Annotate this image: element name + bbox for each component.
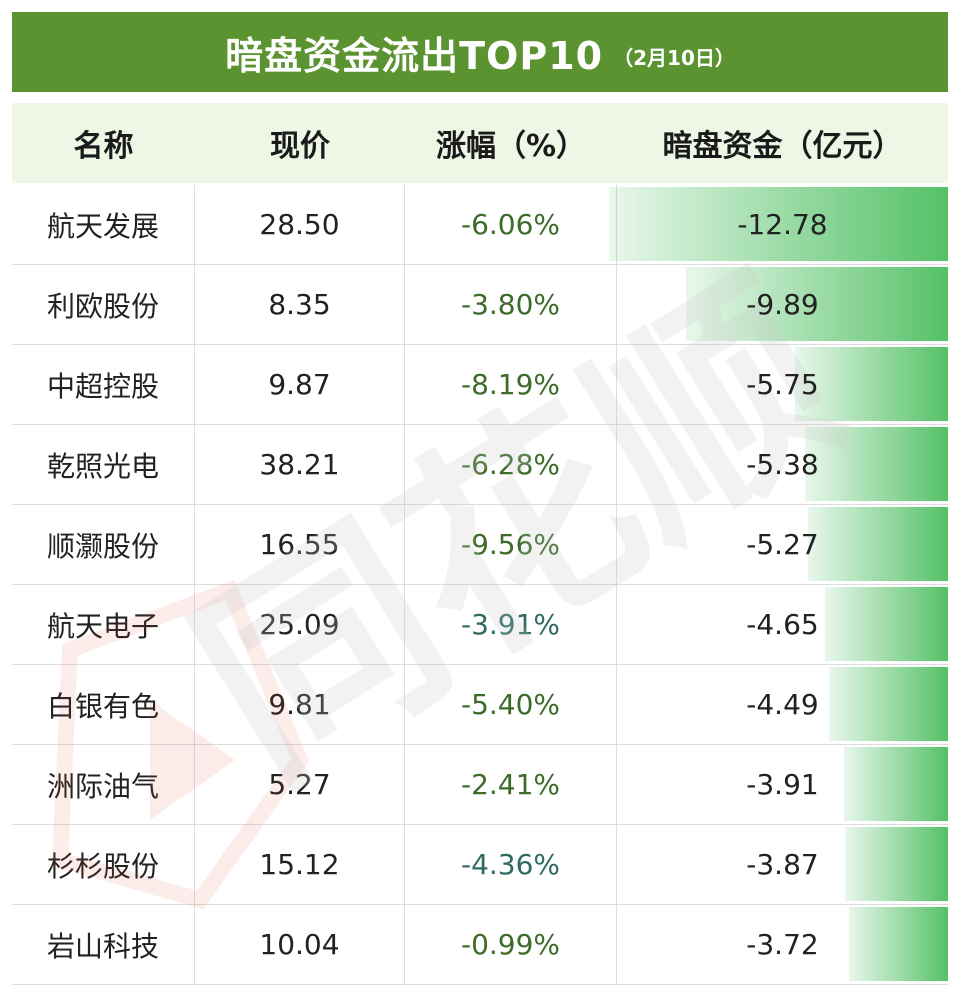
fund-cell: -12.78 [609, 185, 948, 264]
fund-bar [808, 507, 948, 581]
fund-bar [825, 587, 948, 661]
stock-price: 9.87 [195, 345, 405, 424]
fund-bar [609, 187, 948, 261]
fund-cell: -3.87 [617, 825, 948, 904]
fund-bar [844, 747, 948, 821]
stock-price: 25.09 [195, 585, 405, 664]
table-row: 乾照光电 38.21 -6.28% -5.38 [12, 425, 948, 505]
fund-bar [686, 267, 948, 341]
stock-price: 8.35 [195, 265, 405, 344]
fund-value: -5.38 [746, 448, 819, 481]
stock-change: -3.91% [405, 585, 617, 664]
fund-bar [849, 907, 948, 981]
table-row: 航天发展 28.50 -6.06% -12.78 [12, 185, 948, 265]
table-row: 白银有色 9.81 -5.40% -4.49 [12, 665, 948, 745]
fund-value: -4.65 [746, 608, 819, 641]
stock-price: 28.50 [195, 185, 405, 264]
stock-name: 利欧股份 [12, 265, 195, 344]
stock-change: -6.28% [405, 425, 617, 504]
table-row: 岩山科技 10.04 -0.99% -3.72 [12, 905, 948, 985]
stock-price: 16.55 [195, 505, 405, 584]
fund-cell: -5.75 [617, 345, 948, 424]
fund-value: -5.27 [746, 528, 819, 561]
header-price: 现价 [270, 129, 330, 164]
fund-cell: -3.72 [617, 905, 948, 984]
fund-cell: -5.38 [617, 425, 948, 504]
fund-value: -5.75 [746, 368, 819, 401]
fund-cell: -4.49 [617, 665, 948, 744]
table-row: 顺灏股份 16.55 -9.56% -5.27 [12, 505, 948, 585]
fund-bar [795, 347, 948, 421]
stock-change: -0.99% [405, 905, 617, 984]
table-row: 中超控股 9.87 -8.19% -5.75 [12, 345, 948, 425]
header-name: 名称 [73, 129, 134, 164]
stock-change: -3.80% [405, 265, 617, 344]
stock-change: -6.06% [405, 185, 617, 264]
table-body: 航天发展 28.50 -6.06% -12.78 利欧股份 8.35 -3.80% -9.89… [12, 185, 948, 985]
table-row: 利欧股份 8.35 -3.80% -9.89 [12, 265, 948, 345]
stock-price: 10.04 [195, 905, 405, 984]
stock-change: -8.19% [405, 345, 617, 424]
fund-bar [805, 427, 948, 501]
stock-change: -9.56% [405, 505, 617, 584]
table-row: 洲际油气 5.27 -2.41% -3.91 [12, 745, 948, 825]
stock-name: 航天电子 [12, 585, 195, 664]
fund-value: -12.78 [737, 208, 828, 241]
stock-change: -5.40% [405, 665, 617, 744]
fund-value: -3.72 [746, 928, 819, 961]
fund-value: -9.89 [746, 288, 819, 321]
header-fund: 暗盘资金（亿元） [662, 129, 903, 164]
fund-value: -4.49 [746, 688, 819, 721]
chart-date: （2月10日） [613, 45, 735, 70]
stock-price: 9.81 [195, 665, 405, 744]
fund-cell: -5.27 [617, 505, 948, 584]
table-row: 杉杉股份 15.12 -4.36% -3.87 [12, 825, 948, 905]
stock-name: 杉杉股份 [12, 825, 195, 904]
stock-price: 5.27 [195, 745, 405, 824]
stock-name: 白银有色 [12, 665, 195, 744]
fund-bar [845, 827, 948, 901]
header-change: 涨幅（%） [435, 129, 587, 164]
stock-name: 洲际油气 [12, 745, 195, 824]
stock-change: -4.36% [405, 825, 617, 904]
fund-cell: -3.91 [617, 745, 948, 824]
chart-title: 暗盘资金流出TOP10 [225, 33, 604, 78]
stock-name: 岩山科技 [12, 905, 195, 984]
fund-cell: -9.89 [617, 265, 948, 344]
fund-cell: -4.65 [617, 585, 948, 664]
fund-value: -3.87 [746, 848, 819, 881]
stock-change: -2.41% [405, 745, 617, 824]
stock-price: 15.12 [195, 825, 405, 904]
stock-name: 顺灏股份 [12, 505, 195, 584]
stock-name: 中超控股 [12, 345, 195, 424]
stock-name: 航天发展 [12, 185, 195, 264]
fund-value: -3.91 [746, 768, 819, 801]
table-row: 航天电子 25.09 -3.91% -4.65 [12, 585, 948, 665]
stock-name: 乾照光电 [12, 425, 195, 504]
title-bar: 暗盘资金流出TOP10 （2月10日） [12, 12, 948, 92]
chart-frame: 暗盘资金流出TOP10 （2月10日） 名称 现价 涨幅（%） 暗盘资金（亿元）… [12, 12, 948, 985]
table-header: 名称 现价 涨幅（%） 暗盘资金（亿元） [12, 103, 948, 183]
stock-price: 38.21 [195, 425, 405, 504]
fund-bar [829, 667, 948, 741]
